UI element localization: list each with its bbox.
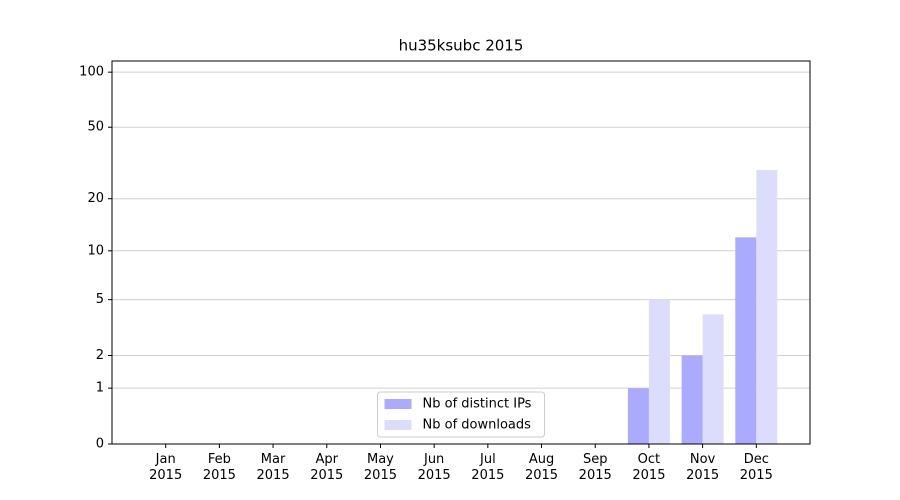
x-tick-label: Oct 2015 — [632, 452, 666, 483]
y-tick-label: 1 — [96, 381, 104, 396]
x-tick-label: Feb 2015 — [202, 452, 236, 483]
x-tick-label: Nov 2015 — [686, 452, 720, 483]
y-tick-label: 20 — [87, 191, 104, 206]
x-tick-label: Sep 2015 — [578, 452, 612, 483]
legend-swatch — [384, 420, 412, 430]
bar — [681, 355, 703, 444]
legend: Nb of distinct IPs Nb of downloads — [377, 391, 545, 438]
x-tick-label: Apr 2015 — [310, 452, 344, 483]
bar — [627, 388, 649, 444]
x-tick-label: Jul 2015 — [471, 452, 505, 483]
legend-swatch — [384, 399, 412, 409]
bar — [702, 314, 724, 444]
x-tick-label: Aug 2015 — [524, 452, 559, 483]
bar — [648, 299, 670, 444]
y-tick-label: 2 — [96, 348, 104, 363]
x-tick-label: Mar 2015 — [256, 452, 290, 483]
chart-title: hu35ksubc 2015 — [399, 37, 524, 55]
bar — [735, 237, 757, 444]
legend-frame — [377, 391, 545, 438]
y-tick-label: 100 — [79, 65, 104, 80]
plot-frame — [111, 60, 811, 445]
y-tick-label: 5 — [96, 292, 104, 307]
x-tick-label: Jan 2015 — [149, 452, 183, 483]
y-tick-label: 50 — [87, 120, 104, 135]
x-tick-label: Dec 2015 — [739, 452, 773, 483]
legend-label: Nb of distinct IPs — [423, 397, 532, 412]
x-tick-label: Jun 2015 — [417, 452, 451, 483]
x-tick-label: May 2015 — [363, 452, 397, 483]
y-tick-label: 0 — [96, 437, 104, 452]
legend-label: Nb of downloads — [423, 418, 532, 433]
bar — [756, 169, 778, 445]
y-tick-label: 10 — [87, 243, 104, 258]
